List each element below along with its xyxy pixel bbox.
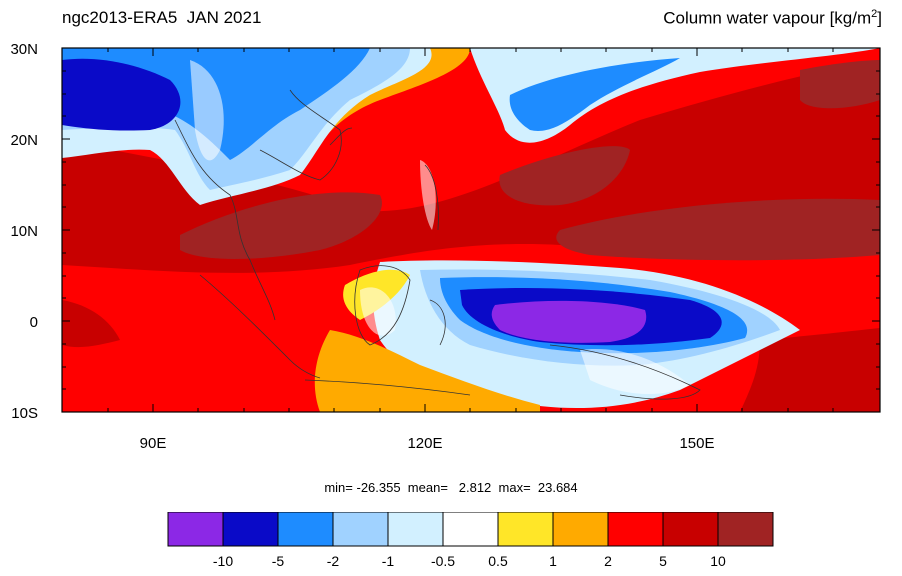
lon-label-150e: 150E <box>679 435 714 452</box>
variable-title-superscript: 2 <box>871 8 878 20</box>
field-max-south-china-sea <box>180 192 382 259</box>
colorbar-label-2: -2 <box>326 553 340 569</box>
map-title: ngc2013-ERA5 JAN 2021 <box>62 8 262 27</box>
coastline-sulawesi <box>429 299 446 346</box>
coastline-philippines <box>424 164 439 231</box>
coastline-java <box>304 379 471 396</box>
colorbar-box-8 <box>607 512 664 547</box>
field-patch-dark-red-east <box>740 328 880 412</box>
colorbar-label-5: 0.5 <box>488 553 508 569</box>
lat-label-30n: 30N <box>10 41 38 58</box>
coastline-indochina <box>174 119 276 321</box>
field-noise-philippines <box>420 160 436 230</box>
longitude-labels: 90E 120E 150E <box>140 435 715 452</box>
colorbar-box-6 <box>497 512 554 547</box>
colorbar-label-3: -1 <box>381 553 395 569</box>
colorbar-box-5 <box>442 512 499 547</box>
field-fringe-orange-south <box>314 330 540 412</box>
coastline-sumatra <box>199 274 321 379</box>
colorbar-label-8: 5 <box>659 553 667 569</box>
colorbar-label-1: -5 <box>271 553 285 569</box>
field-neg-ne-lightest <box>470 48 880 143</box>
axis-ticks <box>62 47 880 413</box>
field-max-north-pacific <box>499 146 630 206</box>
field-patch-dark-red-west <box>62 300 120 348</box>
lat-label-0: 0 <box>30 314 38 331</box>
latitude-labels: 30N 20N 10N 0 10S <box>10 41 38 422</box>
colorbar-label-6: 1 <box>549 553 557 569</box>
lon-label-120e: 120E <box>407 435 442 452</box>
field-max-northeast <box>800 60 880 109</box>
colorbar-label-4: -0.5 <box>430 553 456 569</box>
colorbar-box-3 <box>332 512 389 547</box>
colorbar-box-10 <box>717 512 774 547</box>
lon-label-90e: 90E <box>140 435 167 452</box>
variable-title-main: Column water vapour [kg/m <box>663 8 872 28</box>
lat-label-10s: 10S <box>11 405 38 422</box>
colorbar-box-9 <box>662 512 719 547</box>
lat-label-20n: 20N <box>10 132 38 149</box>
coastline-borneo <box>354 265 411 346</box>
coastline-taiwan <box>329 127 353 146</box>
colorbar-label-7: 2 <box>604 553 612 569</box>
colorbar-box-1 <box>222 512 279 547</box>
field-neg-ne-mid <box>509 58 680 131</box>
field-neg-north-strong <box>62 58 181 131</box>
map-panel: 30N 20N 10N 0 10S 90E 120E 150E <box>10 41 881 452</box>
field-neg-south-minimum <box>491 300 647 343</box>
colorbar-box-7 <box>552 512 609 547</box>
variable-title: Column water vapour [kg/m2] <box>663 8 882 29</box>
colorbar-boxes <box>167 512 774 547</box>
statistics-line: min= -26.355 mean= 2.812 max= 23.684 <box>324 480 578 495</box>
colorbar-box-4 <box>387 512 444 547</box>
field-max-east-pacific <box>556 198 880 261</box>
field-noise-borneo <box>360 287 396 336</box>
colorbar-box-0 <box>167 512 224 547</box>
colorbar-label-9: 10 <box>710 553 726 569</box>
field-noise-himalaya <box>190 60 224 161</box>
coastline-new-guinea <box>549 344 701 400</box>
colorbar <box>167 512 774 547</box>
water-vapour-field <box>62 48 880 412</box>
field-noise-new-guinea <box>580 349 690 395</box>
variable-title-end: ] <box>877 8 882 28</box>
coastlines <box>174 89 701 400</box>
colorbar-label-0: -10 <box>212 553 234 569</box>
field-noise-overlay <box>190 60 690 395</box>
coastline-vietnam <box>259 89 342 181</box>
colorbar-box-2 <box>277 512 334 547</box>
lat-label-10n: 10N <box>10 223 38 240</box>
